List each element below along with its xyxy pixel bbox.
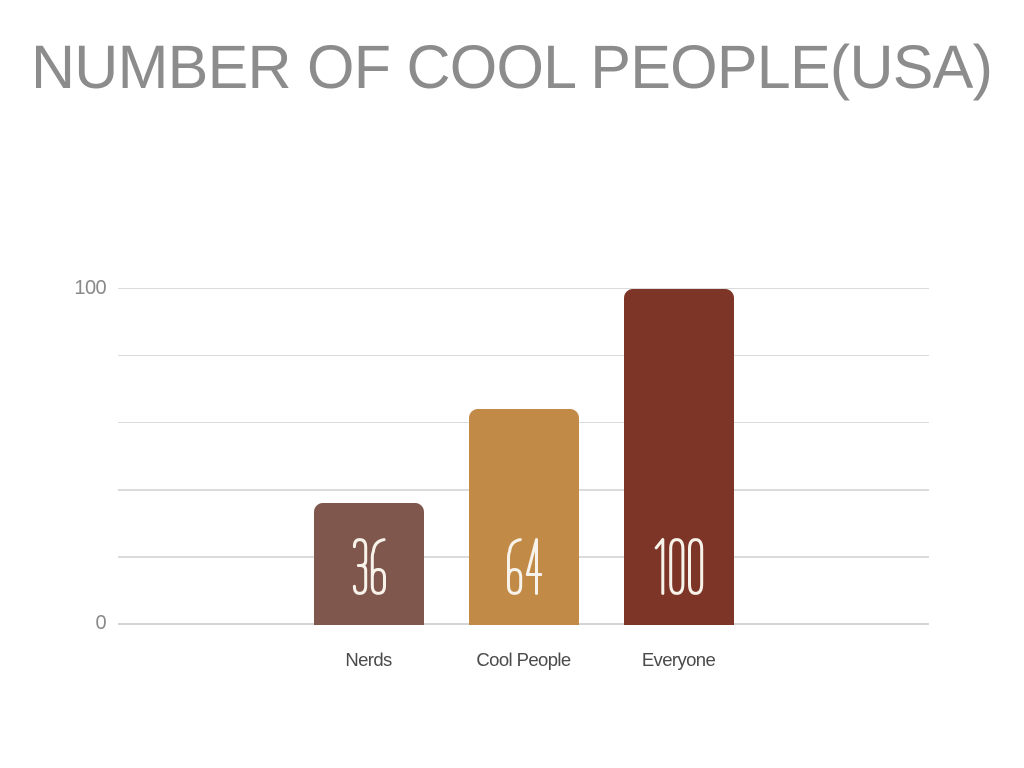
digit-glyph-3 [352,538,367,595]
digit-glyph-0 [687,538,703,595]
bar-nerds [313,503,424,625]
bar-value-label [654,538,703,595]
chart-title: NUMBER OF COOL PEOPLE(USA) [31,32,993,101]
x-axis-label: Everyone [641,648,716,670]
digit-glyph-4 [525,538,542,595]
x-axis-label: Cool People [476,648,571,670]
digit-glyph-0 [668,538,684,595]
digit-glyph-6 [370,538,386,595]
y-tick-label: 100 [74,276,106,299]
bar-cool-people [468,409,579,625]
digit-glyph-6 [506,538,522,595]
gridline [117,354,929,357]
bar-everyone [623,288,734,625]
digit-glyph-1 [654,538,664,595]
gridline [117,287,929,290]
bar-value-label [506,538,542,595]
x-axis-label: Nerds [345,648,392,670]
y-tick-label: 0 [95,612,106,635]
bar-value-label [352,538,386,595]
